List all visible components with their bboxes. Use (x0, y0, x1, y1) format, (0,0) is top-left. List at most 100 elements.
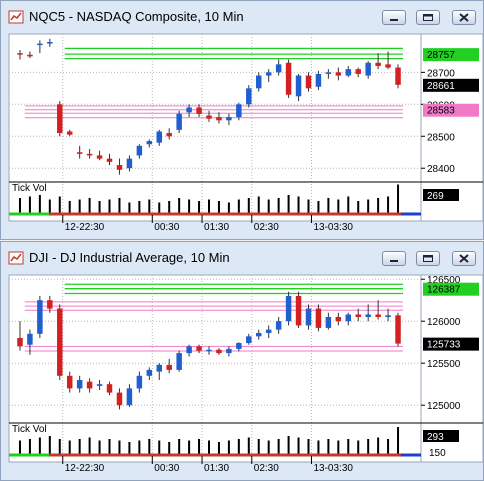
restore-button[interactable] (416, 10, 440, 25)
candle-up (365, 62, 371, 76)
volume-bar (397, 184, 400, 213)
volume-bar (138, 201, 141, 213)
nasdaq-chart-window: NQC5 - NASDAQ Composite, 10 Min 28400 285… (0, 0, 484, 240)
window-title: NQC5 - NASDAQ Composite, 10 Min (29, 9, 244, 24)
candle-up (345, 314, 352, 322)
window-titlebar[interactable]: DJI - DJ Industrial Average, 10 Min (1, 242, 483, 276)
volume-bar (138, 440, 141, 454)
candle-up (285, 296, 292, 322)
volume-bar (297, 196, 300, 213)
close-button[interactable] (452, 10, 476, 25)
time-tick-label: 02:30 (254, 222, 279, 233)
candle-up (206, 349, 212, 352)
volume-bar (367, 199, 370, 213)
candle-up (136, 145, 143, 156)
last-price-label: 28661 (427, 81, 455, 92)
candle-up (325, 72, 332, 74)
volume-bar (128, 202, 131, 213)
last-price-label: 125733 (427, 340, 461, 351)
candle-down (206, 115, 212, 119)
green-level-label: 126387 (427, 285, 461, 296)
window-titlebar[interactable]: NQC5 - NASDAQ Composite, 10 Min (1, 1, 483, 35)
price-tick-label: 125500 (427, 359, 461, 370)
candle-down (395, 67, 401, 85)
minimize-button[interactable] (382, 10, 406, 25)
candle-up (236, 104, 242, 118)
green-level-label-bg (423, 48, 479, 62)
nasdaq-candlestick-chart[interactable]: 28400285002860028700287572858328661Tick … (1, 1, 483, 239)
candle-down (57, 308, 63, 376)
volume-bar (158, 202, 161, 213)
volume-bar (397, 427, 400, 454)
candle-down (216, 117, 222, 121)
restore-icon (423, 14, 433, 21)
volume-bar (367, 439, 370, 454)
candle-up (126, 388, 133, 406)
volume-bar (118, 198, 121, 213)
volume-bar (237, 439, 240, 454)
candle-up (156, 364, 162, 372)
candle-down (335, 72, 342, 76)
volume-bar (18, 440, 21, 454)
candle-up (385, 315, 391, 317)
candle-up (256, 332, 262, 337)
candle-up (345, 69, 352, 76)
candle-down (305, 75, 312, 89)
volume-bar (377, 198, 380, 213)
candle-down (86, 381, 93, 389)
candle-down (385, 64, 391, 68)
close-button[interactable] (452, 251, 476, 266)
time-tick-label: 00:30 (154, 222, 179, 233)
volume-bar (78, 439, 81, 454)
candle-down (17, 338, 23, 347)
volume-bar (257, 196, 260, 213)
candle-up (136, 375, 143, 389)
volume-bar (38, 195, 41, 213)
chart-window-icon (8, 251, 24, 265)
time-tick-label: 01:30 (204, 463, 229, 474)
volume-bar (108, 199, 111, 213)
volume-bar (148, 439, 151, 454)
candle-down (295, 296, 302, 326)
volume-bar (347, 439, 350, 454)
plot-background (8, 33, 422, 222)
volume-bar (237, 199, 240, 213)
volume-bar (28, 196, 31, 213)
price-tick-label: 126500 (427, 275, 461, 286)
pink-level-label-bg (423, 103, 479, 117)
candle-down (57, 104, 63, 134)
time-tick-label: 01:30 (204, 222, 229, 233)
volume-bar (48, 199, 51, 213)
candle-down (355, 314, 361, 317)
green-level-label: 28757 (427, 50, 455, 61)
candle-up (295, 75, 302, 97)
volume-bar (217, 201, 220, 213)
candle-up (275, 64, 282, 73)
minimize-icon (390, 19, 398, 21)
restore-button[interactable] (416, 251, 440, 266)
candle-down (116, 165, 123, 170)
candle-down (86, 153, 93, 156)
candle-down (116, 392, 123, 406)
restore-icon (423, 255, 433, 262)
volume-bar (277, 439, 280, 454)
candle-down (395, 315, 401, 344)
candle-down (27, 54, 33, 57)
volume-bar (227, 202, 230, 213)
volume-bar (68, 201, 71, 213)
volume-bar (357, 440, 360, 454)
candle-down (66, 375, 73, 389)
volume-bar (58, 439, 61, 454)
volume-label-bg (423, 430, 459, 442)
time-tick-label: 02:30 (254, 463, 279, 474)
minimize-button[interactable] (382, 251, 406, 266)
green-level-label-bg (423, 282, 479, 296)
volume-last-label: 269 (427, 191, 444, 202)
price-tick-label: 28500 (427, 132, 455, 143)
volume-bar (247, 198, 250, 213)
candle-down (17, 53, 23, 55)
candle-down (335, 317, 342, 322)
volume-bar (68, 440, 71, 454)
price-tick-label: 28400 (427, 164, 455, 175)
